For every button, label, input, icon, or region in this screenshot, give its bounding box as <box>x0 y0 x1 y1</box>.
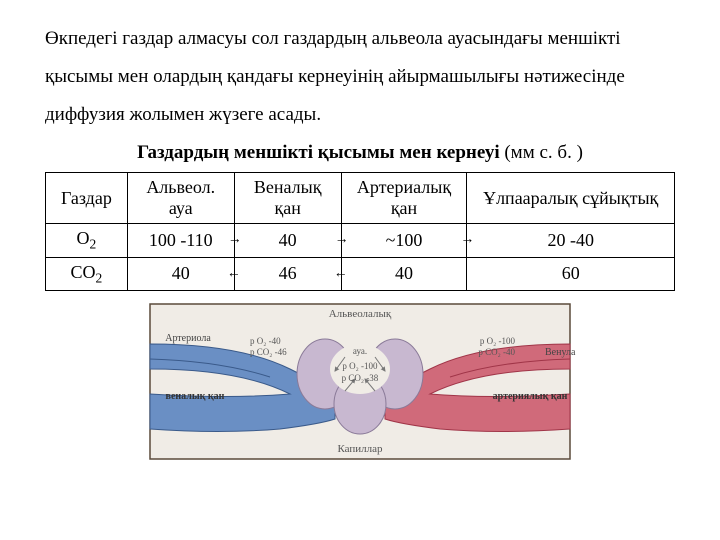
header-cell: Артериалық қан <box>341 173 467 224</box>
label-pCO2: р СО₂ -38 <box>342 373 379 383</box>
label-arterial-blood: артериялық қан <box>493 391 568 402</box>
value-cell: 100 -110→ <box>127 224 234 258</box>
label-pO2: р О₂ -100 <box>342 361 378 371</box>
value-cell: ~100→ <box>341 224 467 258</box>
value-cell: 20 -40 <box>467 224 675 258</box>
gas-cell: О2 <box>46 224 128 258</box>
value-cell: ←40 <box>341 257 467 291</box>
table-row: О2 100 -110→ 40→ ~100→ 20 -40 <box>46 224 675 258</box>
arrow-left-icon: ← <box>227 267 241 281</box>
label-arteriola: Артериола <box>165 333 211 344</box>
value-cell: 40 <box>127 257 234 291</box>
label-inner-top: ауа. <box>353 346 367 356</box>
table-header-row: Газдар Альвеол. ауа Веналық қан Артериал… <box>46 173 675 224</box>
label-capillary: Капиллар <box>337 443 383 455</box>
gas-exchange-diagram: Альвеолалық ауа. р О₂ -100 р СО₂ -38 Арт… <box>120 299 600 464</box>
label-right-val1: р О₂ -100 <box>480 336 516 346</box>
arrow-left-icon: ← <box>334 267 348 281</box>
table-row: СО2 40 ←46 ←40 60 <box>46 257 675 291</box>
header-cell: Газдар <box>46 173 128 224</box>
value-cell: ←46 <box>234 257 341 291</box>
title-unit: (мм с. б. ) <box>500 142 583 163</box>
label-alveolar-top: Альвеолалық <box>329 308 392 320</box>
value-cell: 40→ <box>234 224 341 258</box>
label-right-val2: р СО₂ -40 <box>478 347 515 357</box>
header-cell: Веналық қан <box>234 173 341 224</box>
gas-cell: СО2 <box>46 257 128 291</box>
intro-paragraph: Өкпедегі газдар алмасуы сол газдардың ал… <box>45 20 675 134</box>
label-left-val1: р О₂ -40 <box>250 336 281 346</box>
header-cell: Ұлпааралық сұйықтық <box>467 173 675 224</box>
label-left-val2: р СО₂ -46 <box>250 347 287 357</box>
gas-table: Газдар Альвеол. ауа Веналық қан Артериал… <box>45 172 675 291</box>
title-main: Газдардың меншікті қысымы мен кернеуі <box>137 142 500 163</box>
value-cell: 60 <box>467 257 675 291</box>
table-title: Газдардың меншікті қысымы мен кернеуі (м… <box>45 142 675 164</box>
label-venula: Венула <box>545 347 576 358</box>
label-venous-blood: веналық қан <box>166 391 225 402</box>
header-cell: Альвеол. ауа <box>127 173 234 224</box>
